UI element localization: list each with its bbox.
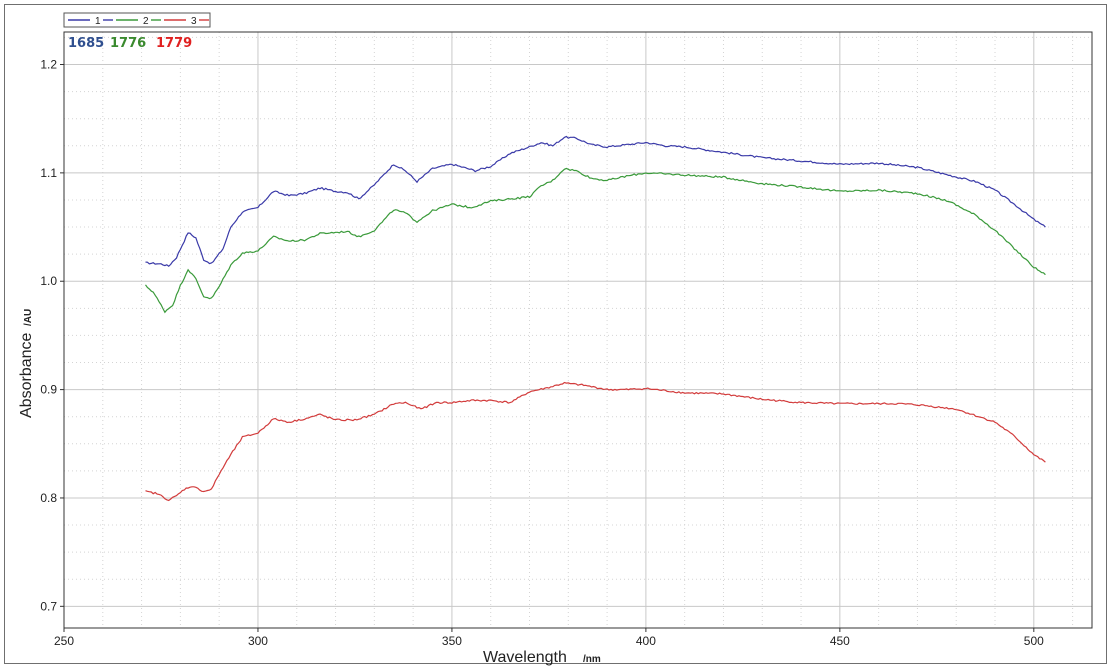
series-line-1 [145, 135, 1046, 267]
y-tick-label: 1.2 [40, 58, 57, 72]
x-tick-label: 450 [830, 634, 850, 648]
annotation-1685: 1685 [68, 36, 104, 51]
y-tick-label: 0.8 [40, 491, 57, 505]
y-tick-label: 1.1 [40, 166, 57, 180]
axis-ticks: 250 300 350 400 450 500 0.7 0.8 0.9 1.0 1.1 1.2 [40, 58, 1044, 648]
y-axis-unit: /AU [23, 309, 34, 326]
x-tick-label: 400 [636, 634, 656, 648]
y-tick-label: 1.0 [40, 274, 57, 288]
x-tick-label: 300 [248, 634, 268, 648]
y-tick-label: 0.9 [40, 383, 57, 397]
series-lines [145, 135, 1046, 502]
annotation-1776: 1776 [110, 36, 146, 51]
sample-annotations: 1685 1776 1779 [68, 36, 192, 51]
legend: 1 2 3 [63, 12, 211, 28]
plot-area [63, 31, 1093, 629]
x-axis-unit: /nm [583, 654, 601, 665]
annotation-1779: 1779 [156, 36, 192, 51]
x-tick-label: 500 [1024, 634, 1044, 648]
chart-frame [4, 4, 1107, 664]
y-axis-title: Absorbance [18, 333, 35, 418]
legend-label-3: 3 [191, 16, 197, 27]
x-tick-label: 350 [442, 634, 462, 648]
y-tick-label: 0.7 [40, 599, 57, 613]
legend-label-1: 1 [95, 16, 101, 27]
grid-lines [63, 32, 1092, 628]
series-line-3 [145, 381, 1046, 502]
series-line-2 [145, 167, 1046, 314]
x-axis-title: Wavelength [483, 649, 567, 666]
x-tick-label: 250 [54, 634, 74, 648]
legend-label-2: 2 [143, 16, 149, 27]
